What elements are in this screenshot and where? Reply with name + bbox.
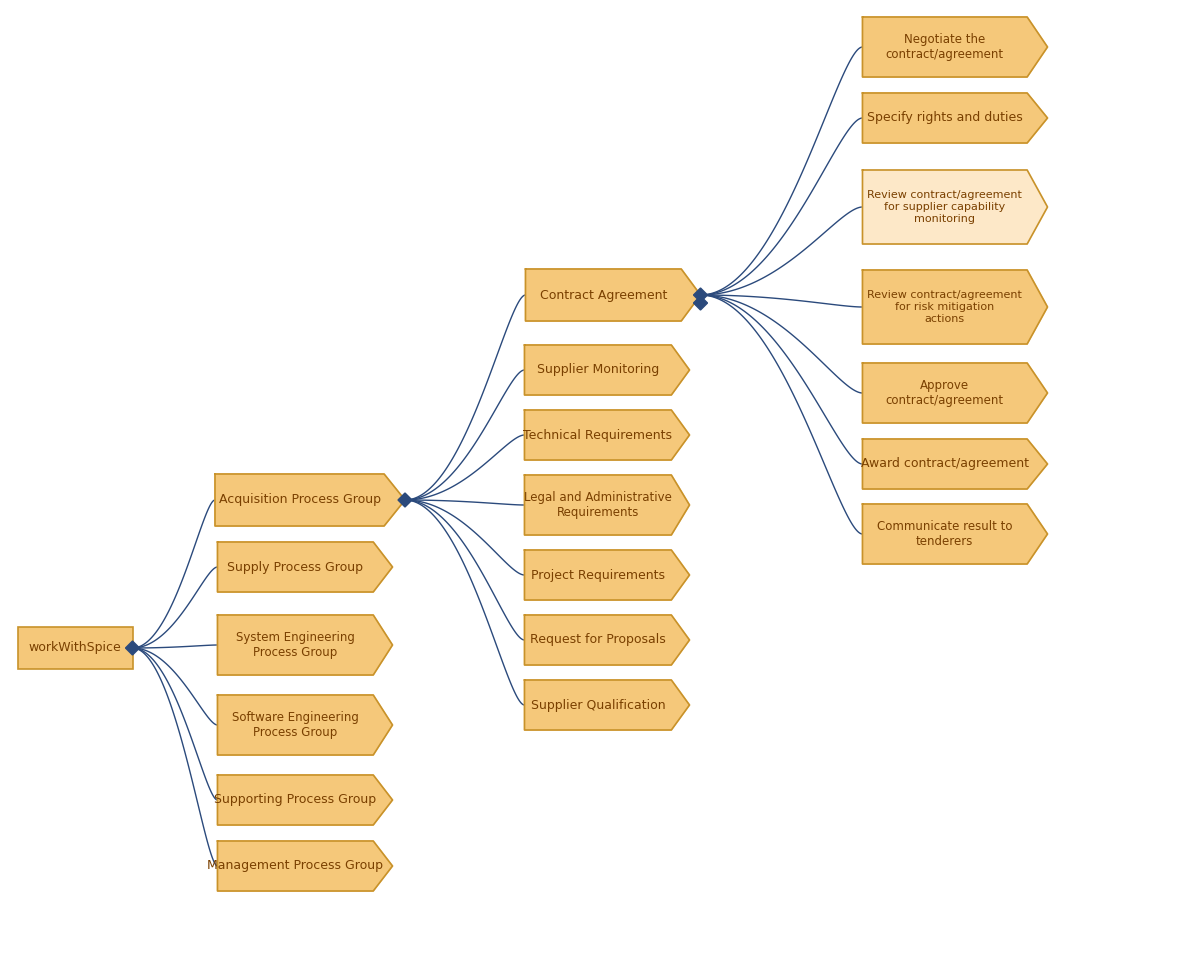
Text: Supplier Monitoring: Supplier Monitoring xyxy=(537,364,659,377)
Text: Legal and Administrative
Requirements: Legal and Administrative Requirements xyxy=(525,491,671,519)
Text: Contract Agreement: Contract Agreement xyxy=(540,289,666,302)
Polygon shape xyxy=(693,296,707,310)
Text: Acquisition Process Group: Acquisition Process Group xyxy=(219,493,380,507)
Polygon shape xyxy=(215,474,405,526)
Bar xyxy=(18,627,132,669)
Polygon shape xyxy=(525,680,689,730)
Polygon shape xyxy=(525,475,689,535)
Polygon shape xyxy=(398,493,411,507)
Polygon shape xyxy=(526,269,700,321)
Polygon shape xyxy=(218,841,392,891)
Polygon shape xyxy=(863,439,1048,489)
Text: Technical Requirements: Technical Requirements xyxy=(523,428,672,442)
Polygon shape xyxy=(218,695,392,755)
Polygon shape xyxy=(863,270,1048,344)
Text: Management Process Group: Management Process Group xyxy=(207,859,384,873)
Text: Approve
contract/agreement: Approve contract/agreement xyxy=(885,379,1003,407)
Text: System Engineering
Process Group: System Engineering Process Group xyxy=(236,631,355,659)
Polygon shape xyxy=(525,615,689,665)
Text: Project Requirements: Project Requirements xyxy=(531,568,665,582)
Text: Communicate result to
tenderers: Communicate result to tenderers xyxy=(877,520,1013,548)
Text: Supply Process Group: Supply Process Group xyxy=(227,560,363,573)
Text: Specify rights and duties: Specify rights and duties xyxy=(867,112,1023,125)
Polygon shape xyxy=(525,550,689,600)
Text: Negotiate the
contract/agreement: Negotiate the contract/agreement xyxy=(885,33,1003,61)
Polygon shape xyxy=(693,288,707,302)
Text: Supporting Process Group: Supporting Process Group xyxy=(214,794,377,807)
Text: Award contract/agreement: Award contract/agreement xyxy=(861,457,1029,471)
Text: Review contract/agreement
for supplier capability
monitoring: Review contract/agreement for supplier c… xyxy=(867,191,1023,224)
Polygon shape xyxy=(525,410,689,460)
Text: Supplier Qualification: Supplier Qualification xyxy=(531,699,665,711)
Polygon shape xyxy=(218,775,392,825)
Polygon shape xyxy=(218,615,392,675)
Polygon shape xyxy=(863,170,1048,244)
Polygon shape xyxy=(525,345,689,395)
Text: Request for Proposals: Request for Proposals xyxy=(531,633,665,646)
Polygon shape xyxy=(863,504,1048,564)
Polygon shape xyxy=(125,641,140,655)
Text: Software Engineering
Process Group: Software Engineering Process Group xyxy=(232,711,358,739)
Text: workWithSpice: workWithSpice xyxy=(29,641,122,655)
Polygon shape xyxy=(863,17,1048,77)
Polygon shape xyxy=(863,93,1048,143)
Polygon shape xyxy=(218,542,392,592)
Polygon shape xyxy=(863,363,1048,423)
Text: Review contract/agreement
for risk mitigation
actions: Review contract/agreement for risk mitig… xyxy=(867,290,1023,324)
